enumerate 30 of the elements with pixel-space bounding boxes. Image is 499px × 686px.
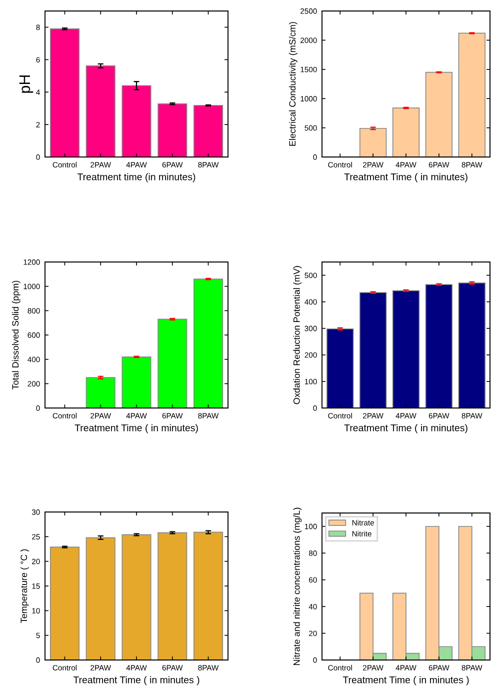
bar bbox=[359, 292, 387, 408]
y-axis-title: Electrical Conductivity (mS/cm) bbox=[288, 22, 298, 146]
bar bbox=[122, 356, 152, 408]
y-axis-title: Oxdation Reduction Potential (mV) bbox=[293, 266, 302, 404]
x-axis-title: Treatment Time ( in minutes ) bbox=[73, 676, 200, 686]
y-axis-title: Nitrate and nitrite concentrations (mg/L) bbox=[293, 508, 302, 666]
x-axis-title: Treatment Time ( in minutes) bbox=[74, 424, 198, 434]
bar bbox=[359, 128, 387, 157]
bar bbox=[392, 108, 420, 157]
bar bbox=[425, 72, 453, 157]
bar bbox=[458, 282, 486, 408]
y-axis-title: Temperature ( °C ) bbox=[20, 549, 29, 623]
y-axis-title: pH bbox=[19, 75, 34, 93]
bar bbox=[193, 278, 224, 408]
bar bbox=[86, 377, 116, 408]
bar bbox=[425, 284, 453, 408]
bar bbox=[158, 103, 188, 157]
x-axis-title: Treatment time (in minutes) bbox=[77, 173, 196, 182]
bar bbox=[86, 65, 116, 157]
bar bbox=[326, 328, 354, 408]
bar bbox=[50, 28, 80, 157]
bar bbox=[458, 32, 486, 157]
x-axis-title: Treatment Time ( in minutes) bbox=[344, 173, 468, 182]
x-axis-title: Treatment Time ( in minutes ) bbox=[342, 676, 469, 686]
x-axis-title: Treatment Time ( in minutes) bbox=[344, 424, 468, 434]
y-axis-title: Total Dissolved Solid (ppm) bbox=[12, 280, 20, 390]
bar bbox=[193, 104, 224, 157]
bar bbox=[392, 290, 420, 408]
bar bbox=[122, 85, 152, 157]
bar bbox=[158, 318, 188, 408]
